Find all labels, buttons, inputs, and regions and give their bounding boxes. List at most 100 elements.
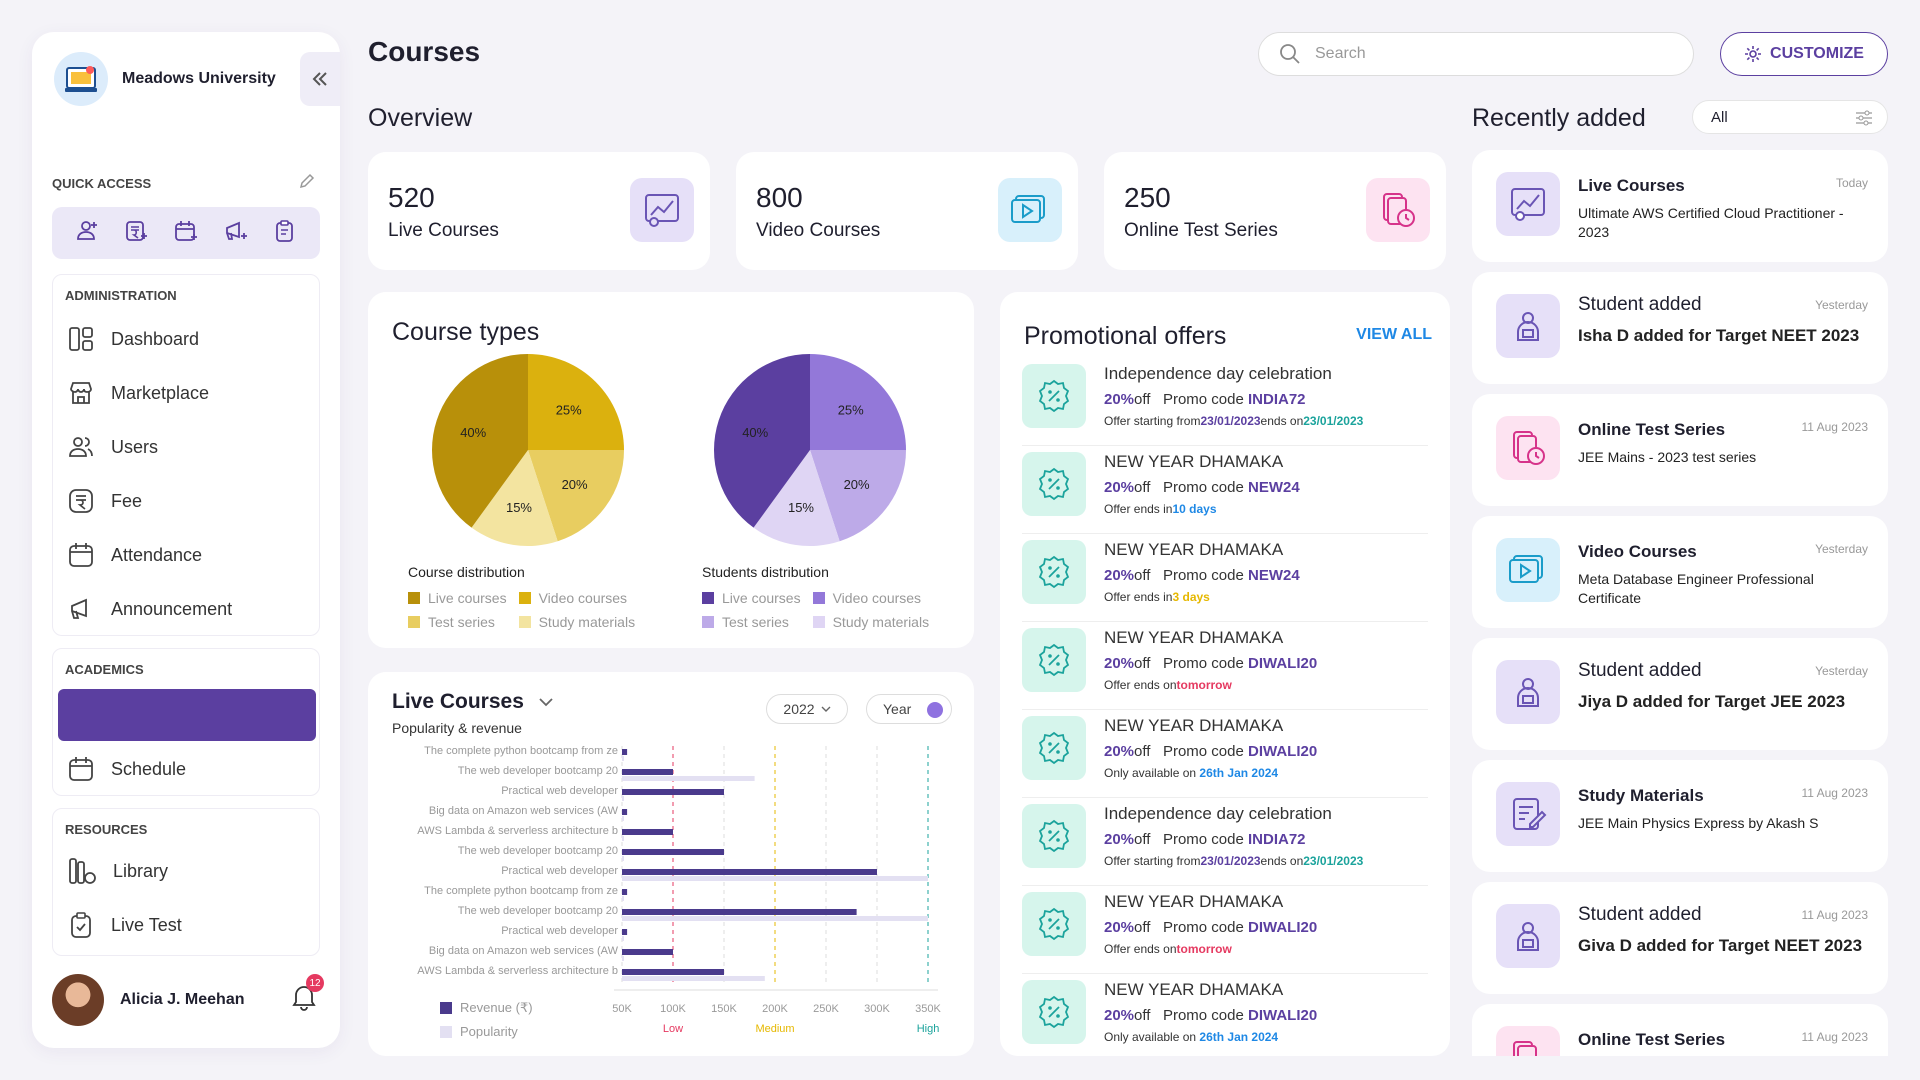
revenue-bar [622,749,628,755]
recent-item-description: Isha D added for Target NEET 2023 [1578,326,1860,345]
stat-card-online-test-series[interactable]: 250 Online Test Series [1104,152,1446,270]
validity-part: ends on [1260,854,1304,868]
nav-item-live-test[interactable]: Live Test [67,905,311,945]
offer-item[interactable]: NEW YEAR DHAMAKA 20%off Promo code DIWALI… [1022,622,1428,710]
edit-quick-access-icon[interactable] [298,172,316,195]
live-courses-bar-chart: 50K 100K 150K 200K 250K 300K 350K Low Medium High… [417,745,941,1039]
overview-heading: Overview [368,104,473,132]
promo-code[interactable]: NEW24 [1248,567,1300,584]
collapse-sidebar-button[interactable] [300,52,340,106]
revenue-bar [622,929,628,935]
nav-item-dashboard[interactable]: Dashboard [67,319,311,359]
live-courses-subtitle: Popularity & revenue [392,720,522,736]
nav-item-schedule[interactable]: Schedule [67,749,311,789]
recent-item-description: JEE Mains - 2023 test series [1578,449,1757,465]
validity-part: Offer starting from [1104,414,1201,428]
offer-detail: 20%off Promo code DIWALI20 [1104,743,1317,760]
offer-item[interactable]: NEW YEAR DHAMAKA 20%off Promo code NEW24 O… [1022,446,1428,534]
offer-item[interactable]: Independence day celebration 20%off Promo… [1022,358,1428,446]
offer-item[interactable]: NEW YEAR DHAMAKA 20%off Promo code DIWALI… [1022,886,1428,974]
validity-part: Offer starting from [1104,854,1201,868]
legend-item: Test series [702,614,801,630]
recent-item-time: Yesterday [1815,664,1868,678]
y-category-label: The complete python bootcamp from ze [424,745,618,757]
offer-detail: 20%off Promo code DIWALI20 [1104,919,1317,936]
add-user-icon[interactable] [74,218,100,249]
discount-word: off [1134,743,1163,760]
recent-item-title: Student added [1578,660,1702,681]
test-icon [1496,416,1560,480]
validity-part: 23/01/2023 [1200,414,1261,428]
recent-item[interactable]: Online Test Series JEE Mains - 2023 test … [1472,394,1888,506]
nav-item-active[interactable] [58,689,316,741]
promo-code[interactable]: DIWALI20 [1248,919,1318,936]
revenue-bar [622,869,877,875]
recent-item-description: Jiya D added for Target JEE 2023 [1578,692,1846,711]
legend-label: Video courses [538,590,628,606]
nav-label: Fee [111,490,143,511]
popularity-bar [622,876,928,881]
search-bar[interactable] [1258,32,1694,76]
discount-badge-icon [1022,980,1086,1044]
notification-badge: 12 [306,974,324,992]
add-test-icon[interactable] [272,218,298,249]
add-announcement-icon[interactable] [223,218,249,249]
add-schedule-icon[interactable] [173,218,199,249]
nav-item-attendance[interactable]: Attendance [67,535,311,575]
live-courses-card: Live Courses Popularity & revenue 2022 Y… [368,672,974,1056]
offer-item[interactable]: Independence day celebration 20%off Promo… [1022,798,1428,886]
stat-card-video-courses[interactable]: 800 Video Courses [736,152,1078,270]
validity-part: Offer ends on [1104,942,1177,956]
brand[interactable]: Meadows University [54,52,276,106]
promo-code[interactable]: DIWALI20 [1248,743,1318,760]
promo-code[interactable]: NEW24 [1248,479,1300,496]
user-profile[interactable]: Alicia J. Meehan [52,974,245,1026]
customize-button[interactable]: CUSTOMIZE [1720,32,1888,76]
popularity-bar [622,816,624,821]
promo-code[interactable]: DIWALI20 [1248,1007,1318,1024]
offer-item[interactable]: NEW YEAR DHAMAKA 20%off Promo code DIWALI… [1022,974,1428,1056]
offer-detail: 20%off Promo code INDIA72 [1104,391,1306,408]
period-toggle[interactable]: Year [866,694,952,724]
discount-value: 20% [1104,655,1135,672]
y-category-label: AWS Lambda & serverless architecture b [417,965,618,977]
nav-item-library[interactable]: Library [67,851,311,891]
year-select[interactable]: 2022 [766,694,848,724]
recent-item[interactable]: Student added Giva D added for Target NEE… [1472,882,1888,994]
schedule-icon [69,757,93,781]
promo-code[interactable]: INDIA72 [1248,831,1306,848]
legend-swatch [518,616,531,628]
recent-filter-select[interactable]: All [1692,100,1888,134]
nav-item-marketplace[interactable]: Marketplace [67,373,311,413]
stat-card-live-courses[interactable]: 520 Live Courses [368,152,710,270]
promo-prefix: Promo code [1162,567,1248,584]
recent-item[interactable]: Student added Jiya D added for Target JEE… [1472,638,1888,750]
recent-item[interactable]: Student added Isha D added for Target NEE… [1472,272,1888,384]
nav-item-fee[interactable]: Fee [67,481,311,521]
offer-validity: Offer ends ontomorrow [1104,678,1232,692]
recent-item[interactable]: Online Test Series 11 Aug 2023 [1472,1004,1888,1056]
promo-code[interactable]: DIWALI20 [1248,655,1318,672]
nav-label: Attendance [111,544,203,565]
pie-slice [528,450,624,542]
recent-item-title: Live Courses [1578,176,1685,195]
revenue-bar [622,789,724,795]
live-courses-title[interactable]: Live Courses [392,690,554,714]
students-distribution-caption: Students distribution [702,564,829,580]
recent-item[interactable]: Video Courses Meta Database Engineer Prof… [1472,516,1888,628]
offer-title: NEW YEAR DHAMAKA [1104,892,1284,911]
chevron-down-icon[interactable] [538,696,554,708]
recent-item[interactable]: Live Courses Ultimate AWS Certified Cloud… [1472,150,1888,262]
students-distribution-pie: 25% 20% 15% 40% [714,354,906,546]
search-input[interactable] [1315,45,1655,63]
legend-swatch [408,616,420,628]
users-icon [69,437,93,457]
promo-code[interactable]: INDIA72 [1248,391,1306,408]
offer-item[interactable]: NEW YEAR DHAMAKA 20%off Promo code DIWALI… [1022,710,1428,798]
nav-item-users[interactable]: Users [67,427,311,467]
view-all-link[interactable]: VIEW ALL [1356,326,1432,343]
recent-item[interactable]: Study Materials JEE Main Physics Express … [1472,760,1888,872]
nav-item-announcement[interactable]: Announcement [67,589,311,629]
add-fee-icon[interactable] [123,218,149,249]
offer-item[interactable]: NEW YEAR DHAMAKA 20%off Promo code NEW24 O… [1022,534,1428,622]
